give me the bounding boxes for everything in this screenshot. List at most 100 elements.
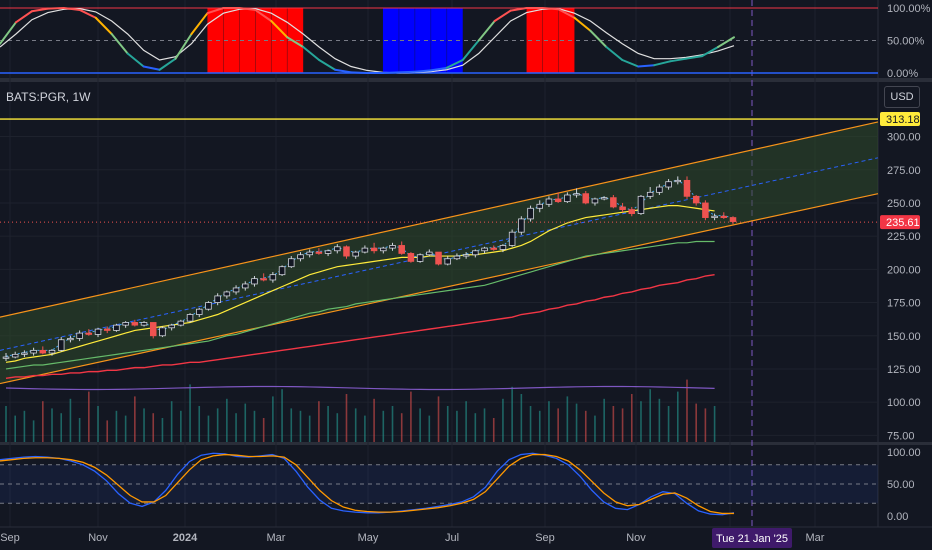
volume-bar xyxy=(189,384,191,442)
candle-body xyxy=(297,254,304,260)
candle-body xyxy=(426,251,433,256)
volume-bar xyxy=(695,403,697,442)
stochastic-pane xyxy=(0,452,878,516)
candle-body xyxy=(637,195,645,214)
oscillator-segment xyxy=(685,55,704,60)
candle-body xyxy=(113,324,120,331)
oscillator-segment xyxy=(445,59,464,69)
candle-body xyxy=(582,193,590,204)
price-axis-tick: 175.00 xyxy=(887,298,921,310)
price-axis-tick: 200.00 xyxy=(887,264,921,276)
price-axis-tick: 125.00 xyxy=(887,364,921,376)
volume-bar xyxy=(207,415,210,442)
candle-body xyxy=(251,278,258,285)
oscillator-segment xyxy=(397,70,416,74)
volume-bar xyxy=(88,391,90,442)
volume-bar xyxy=(575,403,578,442)
price-axis-tick: 275.00 xyxy=(887,165,921,177)
candle-body xyxy=(352,251,359,257)
time-axis-label: Mar xyxy=(806,532,825,544)
candle-body xyxy=(149,322,157,337)
candle-body xyxy=(416,254,424,262)
volume-bar xyxy=(161,418,164,442)
volume-bar xyxy=(23,410,26,442)
volume-bar xyxy=(446,406,449,442)
volume-bar xyxy=(78,418,81,442)
candle-body xyxy=(610,197,617,208)
candle-body xyxy=(518,218,525,233)
volume-bar xyxy=(180,410,182,442)
date-cursor-tag xyxy=(712,528,792,548)
volume-bar xyxy=(336,413,339,442)
top-oscillator-pane xyxy=(0,7,878,74)
volume-bar xyxy=(612,406,615,442)
oscillator-segment xyxy=(589,29,608,48)
oscillator-segment xyxy=(429,66,448,72)
volume-bar xyxy=(529,406,532,442)
candle-body xyxy=(39,349,47,354)
volume-bar xyxy=(327,406,329,442)
volume-bar xyxy=(318,401,320,442)
volume-bar xyxy=(640,401,642,442)
candle-body xyxy=(702,202,709,218)
oscillator-segment xyxy=(653,60,672,67)
candle-body xyxy=(600,197,608,200)
oscillator-segment xyxy=(286,36,305,48)
symbol-label: BATS:PGR, 1W xyxy=(6,90,91,104)
oscillator-segment xyxy=(605,46,624,61)
volume-bar xyxy=(97,406,99,442)
candle-body xyxy=(536,203,543,209)
candle-body xyxy=(720,215,728,218)
candle-body xyxy=(67,338,74,341)
candle-body xyxy=(186,314,194,322)
volume-bar xyxy=(152,413,155,442)
volume-bar xyxy=(538,410,541,442)
volume-bar xyxy=(667,406,670,442)
candle-body xyxy=(334,246,341,252)
top-axis-tick: 50.00% xyxy=(887,36,925,48)
oscillator-segment xyxy=(0,21,17,45)
candle-body xyxy=(223,291,231,297)
candle-body xyxy=(665,181,672,188)
volume-bar xyxy=(106,420,109,442)
price-pane xyxy=(0,118,879,442)
oscillator-segment xyxy=(174,33,193,60)
volume-bar xyxy=(474,413,477,442)
candle-body xyxy=(85,332,93,335)
candle-body xyxy=(361,247,369,253)
oscillator-segment xyxy=(14,10,33,24)
price-axis-tick: 100.00 xyxy=(887,397,921,409)
volume-bar xyxy=(143,408,145,442)
oscillator-segment xyxy=(126,52,145,68)
volume-bar xyxy=(419,408,421,442)
currency-button[interactable]: USD xyxy=(884,86,920,108)
volume-bar xyxy=(60,413,63,442)
oscillator-segment xyxy=(621,59,640,68)
volume-bar xyxy=(14,415,17,442)
oscillator-segment xyxy=(413,69,432,73)
candle-body xyxy=(683,179,691,197)
time-axis-label: Nov xyxy=(626,532,646,544)
candle-body xyxy=(674,179,682,183)
hline-price-tag xyxy=(880,112,920,127)
candle-body xyxy=(177,320,185,326)
time-axis-label: Nov xyxy=(88,532,108,544)
stoch-axis-tick: 50.00 xyxy=(887,479,915,491)
volume-bar xyxy=(594,415,596,442)
oscillator-segment xyxy=(190,12,209,35)
candle-body xyxy=(545,198,553,205)
volume-bar xyxy=(548,401,550,442)
candle-body xyxy=(315,251,323,254)
hline-price-label: 313.18 xyxy=(886,114,920,126)
volume-bar xyxy=(428,415,431,442)
time-axis-label: Sep xyxy=(535,532,555,544)
candle-body xyxy=(140,322,148,326)
candle-body xyxy=(646,191,654,197)
volume-bar xyxy=(649,389,651,442)
candle-body xyxy=(573,193,580,196)
stoch-d-line xyxy=(0,453,734,515)
oscillator-segment xyxy=(477,20,496,42)
oscillator-segment xyxy=(334,68,353,74)
volume-bar xyxy=(511,386,513,442)
candle-body xyxy=(490,247,497,250)
